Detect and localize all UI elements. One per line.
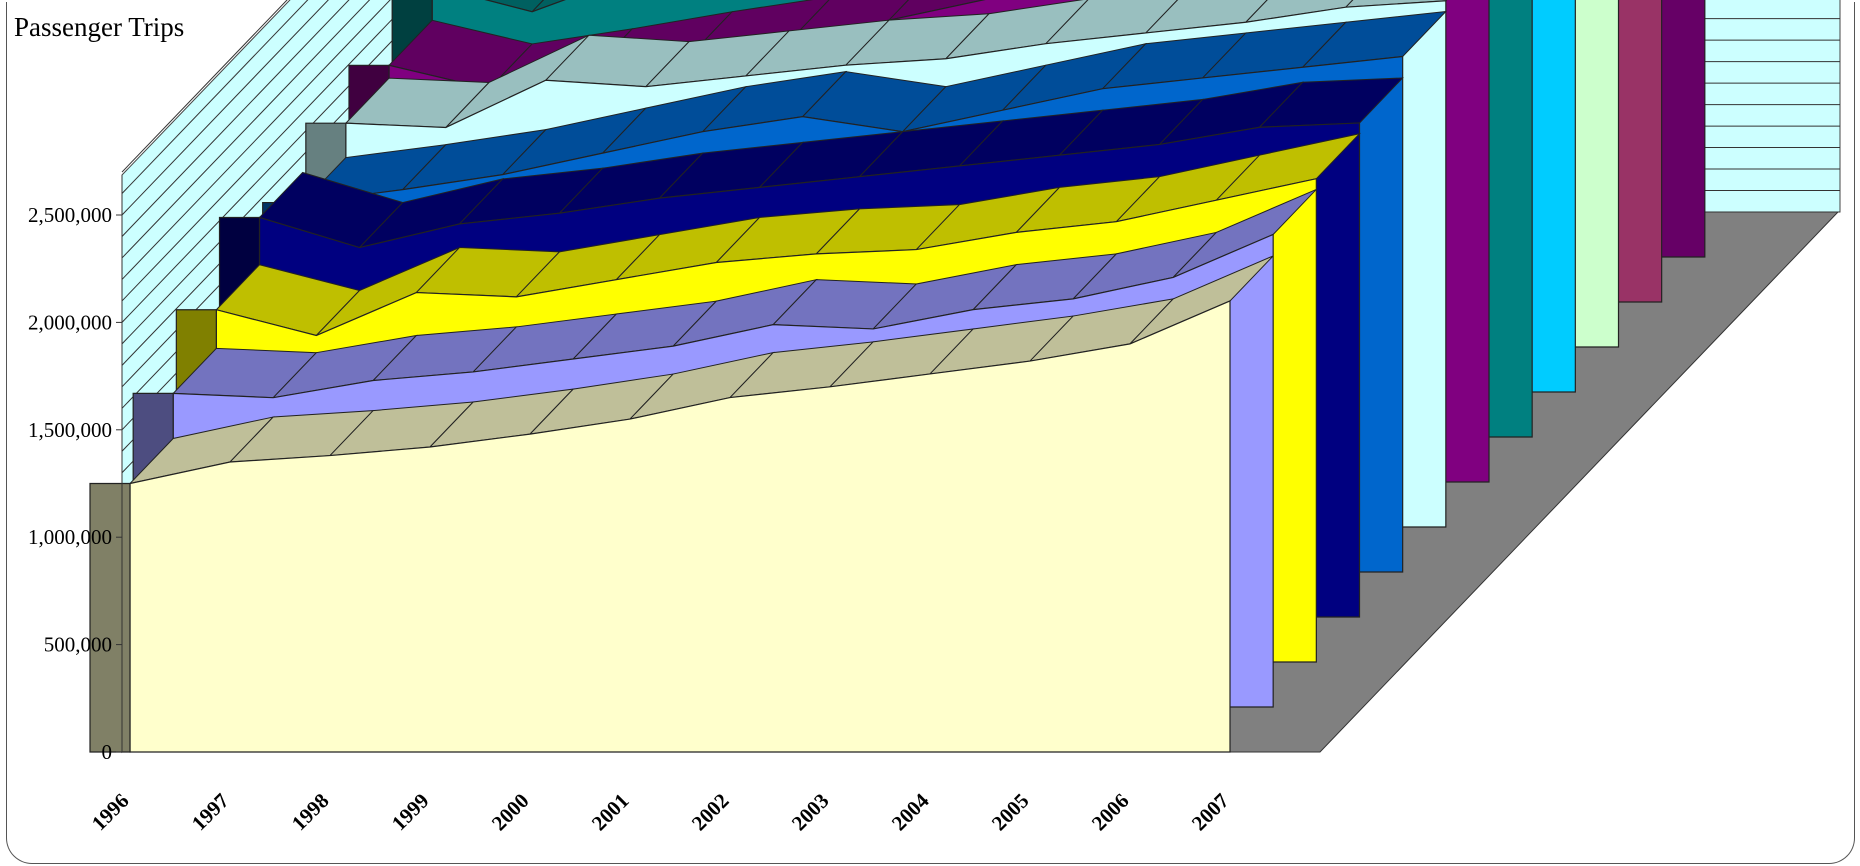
gridline — [121, 0, 350, 237]
y-tick-label: 2,000,000 — [28, 310, 112, 334]
x-tick-label: 2001 — [587, 789, 634, 836]
gridline — [121, 0, 329, 216]
x-tick-label: 2004 — [887, 788, 934, 835]
gridline — [121, 0, 453, 345]
chart-frame — [6, 2, 1855, 864]
x-tick-label: 2002 — [687, 789, 734, 836]
gridline — [121, 0, 371, 259]
y-tick-label: 500,000 — [44, 633, 112, 657]
gridline — [121, 0, 391, 280]
x-tick-label: 2006 — [1087, 789, 1134, 836]
gridline — [121, 0, 412, 302]
y-tick-label: 2,500,000 — [28, 203, 112, 227]
series-end-cap — [89, 482, 131, 753]
x-tick-label: 1998 — [287, 789, 334, 836]
gridline — [121, 0, 432, 323]
x-tick-label: 2000 — [487, 789, 534, 836]
x-tick-label: 2007 — [1187, 789, 1234, 836]
y-tick-label: 0 — [102, 740, 113, 764]
x-tick-label: 2005 — [987, 789, 1034, 836]
x-tick-label: 1997 — [187, 789, 234, 836]
series-front-face — [129, 300, 1231, 753]
y-tick-label: 1,500,000 — [28, 418, 112, 442]
x-tick-label: 1996 — [87, 789, 134, 836]
gridline — [121, 0, 309, 194]
x-tick-label: 1999 — [387, 789, 434, 836]
chart-title: Passenger Trips — [14, 12, 185, 42]
x-tick-label: 2003 — [787, 789, 834, 836]
y-tick-label: 1,000,000 — [28, 525, 112, 549]
series-1 — [89, 255, 1274, 753]
